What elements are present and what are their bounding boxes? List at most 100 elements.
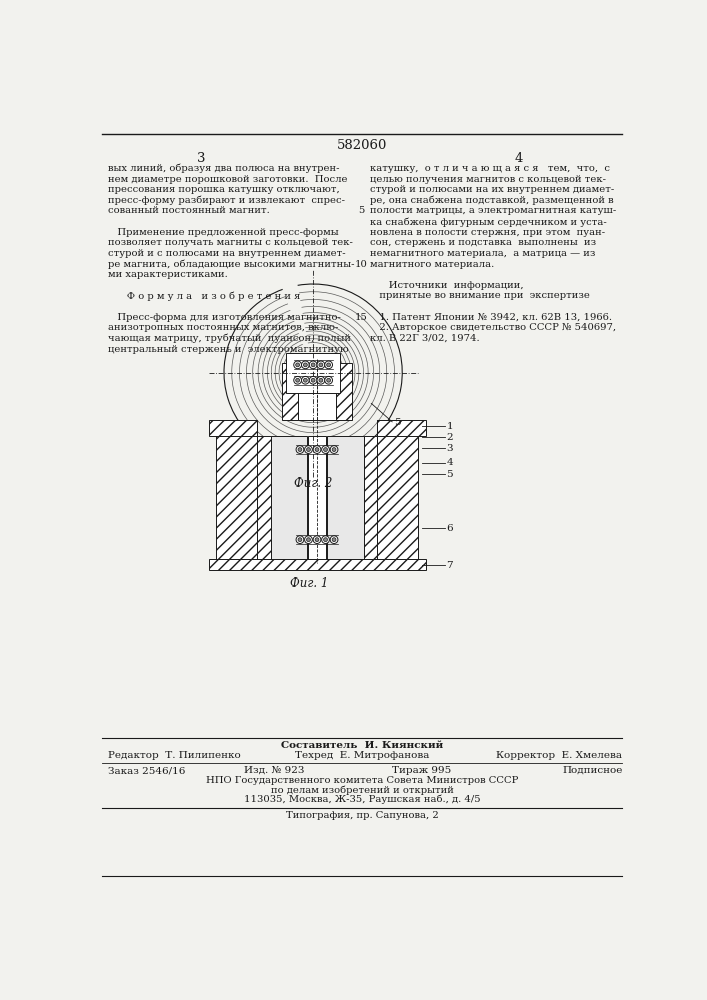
- Text: 15: 15: [355, 313, 368, 322]
- Text: Подписное: Подписное: [562, 766, 622, 775]
- Text: сованный постоянный магнит.: сованный постоянный магнит.: [107, 206, 269, 215]
- Text: ре, она снабжена подставкой, размещенной в: ре, она снабжена подставкой, размещенной…: [370, 196, 614, 205]
- Text: принятые во внимание при  экспертизе: принятые во внимание при экспертизе: [370, 291, 590, 300]
- Circle shape: [325, 361, 332, 369]
- Text: 113035, Москва, Ж-35, Раушская наб., д. 4/5: 113035, Москва, Ж-35, Раушская наб., д. …: [244, 795, 480, 804]
- Text: целью получения магнитов с кольцевой тек-: целью получения магнитов с кольцевой тек…: [370, 175, 606, 184]
- Circle shape: [322, 446, 329, 453]
- Circle shape: [332, 538, 336, 542]
- Bar: [378, 420, 418, 559]
- Circle shape: [296, 378, 300, 382]
- Circle shape: [330, 536, 338, 544]
- Text: катушку,  о т л и ч а ю щ а я с я   тем,  что,  с: катушку, о т л и ч а ю щ а я с я тем, чт…: [370, 164, 609, 173]
- Text: 5: 5: [358, 206, 364, 215]
- Text: Типография, пр. Сапунова, 2: Типография, пр. Сапунова, 2: [286, 811, 438, 820]
- Circle shape: [322, 536, 329, 544]
- Circle shape: [315, 538, 319, 542]
- Text: 2. Авторское свидетельство СССР № 540697,: 2. Авторское свидетельство СССР № 540697…: [370, 323, 616, 332]
- Circle shape: [298, 538, 302, 542]
- Circle shape: [317, 361, 325, 369]
- Text: ми характеристиками.: ми характеристиками.: [107, 270, 228, 279]
- Text: НПО Государственного комитета Совета Министров СССР: НПО Государственного комитета Совета Мин…: [206, 776, 518, 785]
- Text: 5: 5: [395, 418, 401, 427]
- Text: вых линий, образуя два полюса на внутрен-: вых линий, образуя два полюса на внутрен…: [107, 164, 339, 173]
- Circle shape: [327, 378, 331, 382]
- Text: стурой и полюсами на их внутреннем диамет-: стурой и полюсами на их внутреннем диаме…: [370, 185, 614, 194]
- Circle shape: [293, 361, 301, 369]
- Bar: [308, 436, 325, 559]
- Circle shape: [296, 536, 304, 544]
- Circle shape: [298, 448, 302, 451]
- Text: Техред  Е. Митрофанова: Техред Е. Митрофанова: [295, 751, 429, 760]
- Text: 7: 7: [446, 561, 453, 570]
- Text: ре магнита, обладающие высокими магнитны-: ре магнита, обладающие высокими магнитны…: [107, 260, 354, 269]
- Circle shape: [324, 448, 327, 451]
- Text: Фиг. 1: Фиг. 1: [290, 577, 329, 590]
- Circle shape: [317, 376, 325, 384]
- Bar: [363, 436, 378, 559]
- Circle shape: [315, 448, 319, 451]
- Circle shape: [303, 363, 308, 367]
- Text: анизотропных постоянных магнитов, вклю-: анизотропных постоянных магнитов, вклю-: [107, 323, 338, 332]
- Text: по делам изобретений и открытий: по делам изобретений и открытий: [271, 785, 453, 795]
- Text: 5: 5: [446, 470, 453, 479]
- Text: Источники  информации,: Источники информации,: [370, 281, 523, 290]
- Text: 1: 1: [446, 422, 453, 431]
- Circle shape: [305, 446, 312, 453]
- Bar: [286, 353, 340, 393]
- Text: Составитель  И. Киянский: Составитель И. Киянский: [281, 741, 443, 750]
- Bar: [282, 363, 298, 420]
- Text: немагнитного материала,  а матрица — из: немагнитного материала, а матрица — из: [370, 249, 595, 258]
- Text: сон, стержень и подставка  выполнены  из: сон, стержень и подставка выполнены из: [370, 238, 596, 247]
- Text: Ф о р м у л а   и з о б р е т е н и я: Ф о р м у л а и з о б р е т е н и я: [107, 291, 300, 301]
- Circle shape: [303, 378, 308, 382]
- Circle shape: [330, 446, 338, 453]
- Circle shape: [327, 363, 331, 367]
- Text: чающая матрицу, трубчатый  пуансон, полый: чающая матрицу, трубчатый пуансон, полый: [107, 334, 351, 343]
- Bar: [378, 420, 426, 436]
- Circle shape: [325, 376, 332, 384]
- Bar: [327, 436, 363, 559]
- Circle shape: [311, 363, 315, 367]
- Text: ка снабжена фигурным сердечником и уста-: ка снабжена фигурным сердечником и уста-: [370, 217, 607, 227]
- Text: 2: 2: [446, 433, 453, 442]
- Text: 4: 4: [514, 152, 522, 165]
- Text: 10: 10: [355, 260, 368, 269]
- Circle shape: [319, 363, 323, 367]
- Text: 582060: 582060: [337, 139, 387, 152]
- Circle shape: [307, 538, 310, 542]
- Text: Редактор  Т. Пилипенко: Редактор Т. Пилипенко: [107, 751, 240, 760]
- Circle shape: [313, 536, 321, 544]
- Bar: [216, 420, 257, 559]
- Circle shape: [311, 378, 315, 382]
- Circle shape: [307, 448, 310, 451]
- Text: Изд. № 923: Изд. № 923: [244, 766, 305, 775]
- Bar: [298, 363, 337, 420]
- Circle shape: [293, 376, 301, 384]
- Circle shape: [296, 363, 300, 367]
- Circle shape: [296, 446, 304, 453]
- Text: Пресс-форма для изготовления магнитно-: Пресс-форма для изготовления магнитно-: [107, 313, 341, 322]
- Circle shape: [301, 376, 309, 384]
- Text: Корректор  Е. Хмелева: Корректор Е. Хмелева: [496, 751, 622, 760]
- Text: кл. В 22Г 3/02, 1974.: кл. В 22Г 3/02, 1974.: [370, 334, 479, 343]
- Circle shape: [309, 376, 317, 384]
- Text: центральный стержень и  электромагнитную: центральный стержень и электромагнитную: [107, 345, 349, 354]
- Text: новлена в полости стержня, при этом  пуан-: новлена в полости стержня, при этом пуан…: [370, 228, 604, 237]
- Circle shape: [313, 446, 321, 453]
- Text: 3: 3: [446, 444, 453, 453]
- Text: Фиг. 2: Фиг. 2: [294, 477, 332, 490]
- Text: 4: 4: [446, 458, 453, 467]
- Bar: [257, 436, 271, 559]
- Circle shape: [319, 378, 323, 382]
- Text: Тираж 995: Тираж 995: [392, 766, 451, 775]
- Bar: [337, 363, 352, 420]
- Circle shape: [324, 538, 327, 542]
- Text: позволяет получать магниты с кольцевой тек-: позволяет получать магниты с кольцевой т…: [107, 238, 353, 247]
- Text: полости матрицы, а электромагнитная катуш-: полости матрицы, а электромагнитная кату…: [370, 206, 616, 215]
- Circle shape: [309, 361, 317, 369]
- Bar: [209, 420, 257, 436]
- Text: 6: 6: [446, 524, 453, 533]
- Text: Заказ 2546/16: Заказ 2546/16: [107, 766, 185, 775]
- Text: прессования порошка катушку отключают,: прессования порошка катушку отключают,: [107, 185, 339, 194]
